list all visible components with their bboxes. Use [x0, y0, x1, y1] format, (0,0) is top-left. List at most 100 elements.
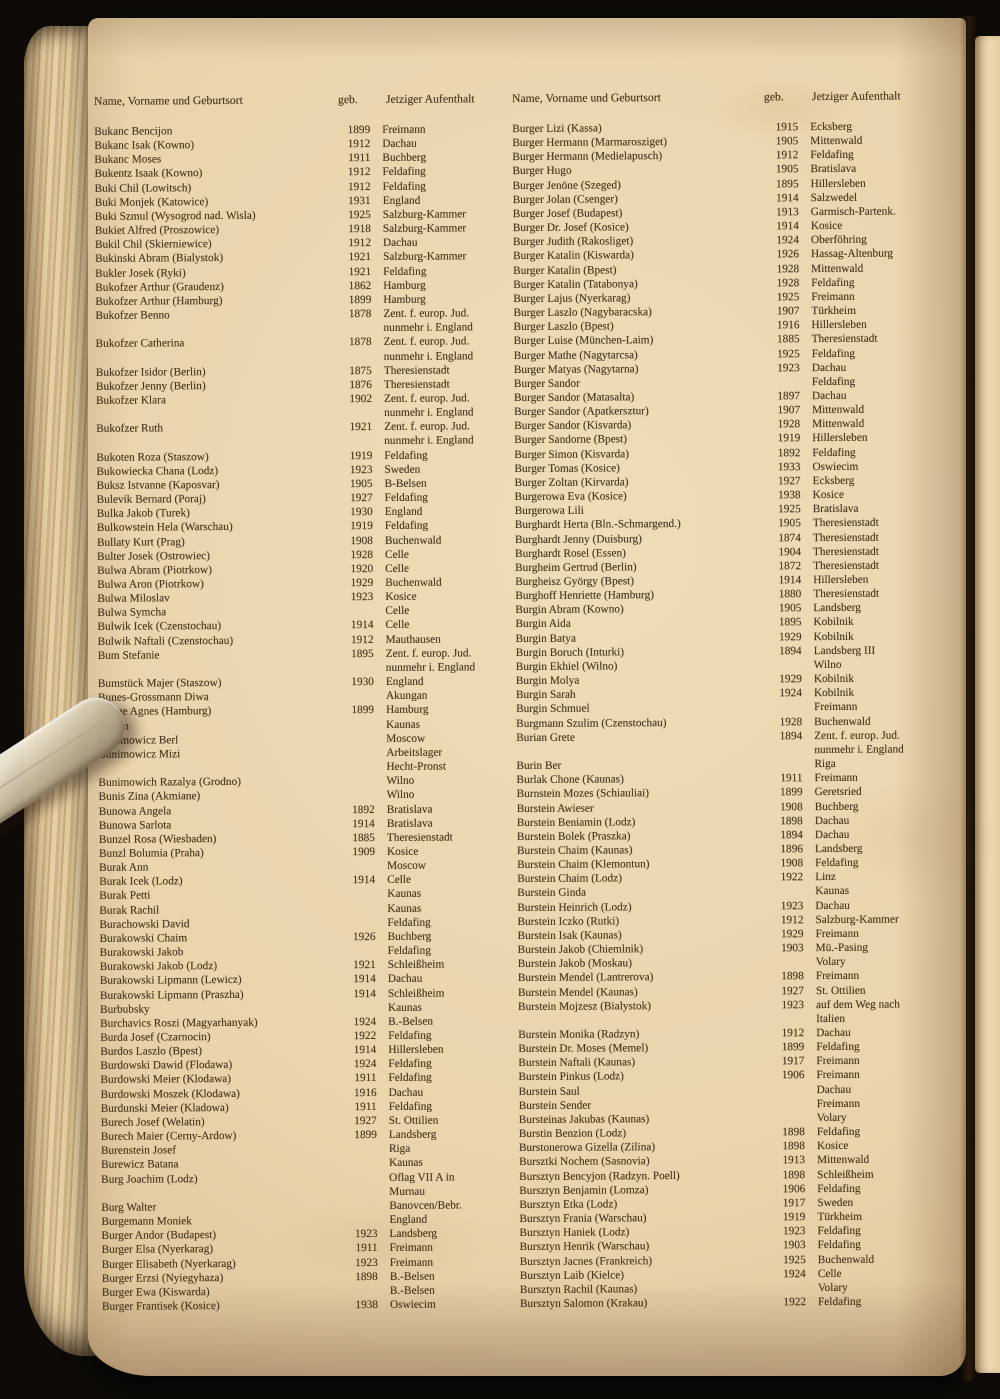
residence-cell: Dachau — [382, 236, 418, 250]
birthyear-cell: 1913 — [776, 206, 799, 219]
residence-cell: Feldafing — [816, 1040, 860, 1054]
birthyear-cell: 1914 — [352, 817, 375, 830]
birthyear-cell: 1914 — [352, 874, 376, 887]
birthyear-cell — [340, 774, 374, 788]
birthyear-cell: 1912 — [348, 237, 371, 250]
table-body: Bukanc Bencijon 1899 Freimann Bukanc Isak (… — [94, 119, 954, 1314]
residence-cell: Buchenwald — [814, 715, 871, 728]
residence-cell: B.-Belsen — [388, 1015, 434, 1028]
residence-cell: Kosice — [810, 219, 843, 233]
residence-cell: England — [384, 505, 423, 519]
birthyear-cell — [771, 1083, 805, 1097]
birthyear-cell: 1895 — [775, 177, 799, 190]
name-cell: Burger Frantisek (Kosice) — [101, 1299, 220, 1313]
residence-cell: Mittenwald — [812, 418, 865, 431]
name-cell — [96, 350, 338, 366]
residence-cell: Hassag-Altenburg — [811, 247, 894, 261]
residence-cell: Wilno — [813, 658, 842, 672]
residence-cell: Akungan — [385, 689, 428, 703]
name-cell: Bulwa Symcha — [97, 606, 167, 620]
birthyear-cell: 1927 — [350, 492, 373, 505]
birthyear-cell: 1898 — [355, 1270, 378, 1283]
birthyear-cell: 1915 — [775, 121, 799, 134]
birthyear-cell: 1929 — [779, 673, 802, 686]
birthyear-cell — [768, 658, 802, 672]
birthyear-cell: 1933 — [777, 460, 801, 474]
residence-cell: Zent. f. europ. Jud. — [383, 335, 470, 349]
residence-cell: Volary — [817, 1281, 848, 1294]
birthyear-cell — [342, 1001, 376, 1015]
book-gutter-shadow — [960, 16, 976, 1381]
birthyear-cell: 1894 — [779, 644, 802, 658]
name-cell — [98, 661, 340, 677]
name-cell: Bulter Josek (Ostrowiec) — [96, 549, 211, 563]
residence-cell: Theresienstadt — [813, 559, 880, 572]
birthyear-cell: 1914 — [350, 619, 374, 632]
birthyear-cell: 1908 — [780, 800, 803, 813]
residence-cell: Landsberg III — [813, 644, 876, 657]
birthyear-cell: 1925 — [783, 1253, 806, 1266]
name-cell — [96, 435, 338, 451]
name-cell: Bukofzer Jenny (Berlin) — [95, 379, 206, 393]
birthyear-cell: 1923 — [354, 1228, 378, 1241]
birthyear-cell: 1899 — [781, 1041, 805, 1054]
name-cell: Bulwik Icek (Czenstochau) — [97, 620, 222, 634]
birthyear-cell — [343, 1142, 377, 1156]
residence-cell: B.-Belsen — [389, 1270, 435, 1283]
birthyear-cell: 1907 — [776, 305, 800, 318]
name-cell: Bulwik Naftali (Czenstochau) — [97, 634, 234, 648]
residence-cell: Feldafing — [817, 1239, 861, 1252]
birthyear-cell — [771, 1097, 805, 1111]
name-cell — [101, 1185, 343, 1201]
birthyear-cell: 1899 — [779, 786, 803, 799]
birthyear-cell — [766, 375, 800, 389]
birthyear-cell: 1898 — [782, 1140, 805, 1153]
residence-cell: Schleißheim — [817, 1168, 874, 1181]
birthyear-cell — [770, 1012, 804, 1026]
name-cell: Burenstein Josef — [100, 1144, 177, 1158]
residence-cell: Dachau — [814, 828, 850, 841]
residence-cell: Kobilnik — [813, 630, 854, 643]
residence-cell: Theresienstadt — [813, 587, 880, 601]
birthyear-cell — [341, 859, 375, 873]
birthyear-cell: 1925 — [778, 503, 801, 516]
birthyear-cell: 1912 — [775, 149, 799, 162]
birthyear-cell: 1912 — [780, 913, 804, 927]
column-header-birthyear: geb. — [337, 93, 358, 107]
residence-cell: Garmisch-Partenk. — [810, 205, 896, 219]
birthyear-cell: 1928 — [350, 548, 374, 561]
birthyear-cell: 1928 — [777, 418, 801, 431]
name-cell: Bunge Agnes (Hamburg) — [98, 705, 212, 719]
birthyear-cell: 1898 — [782, 1126, 805, 1139]
birthyear-cell: 1911 — [780, 772, 803, 785]
birthyear-cell: 1898 — [781, 970, 804, 983]
residence-cell: Buchberg — [387, 930, 432, 943]
birthyear-cell: 1906 — [782, 1182, 806, 1196]
birthyear-cell — [340, 718, 374, 732]
birthyear-cell: 1917 — [782, 1197, 806, 1210]
birthyear-cell: 1929 — [778, 630, 802, 643]
birthyear-cell: 1911 — [354, 1100, 377, 1113]
residence-cell: Zent. f. europ. Jud. — [384, 420, 470, 434]
birthyear-cell: 1913 — [782, 1154, 806, 1167]
column-header-name: Name, Vorname und Geburtsort — [93, 93, 243, 108]
table-column-right: Burger Lizi (Kassa) 1915 Ecksberg Burger He… — [512, 119, 954, 1311]
birthyear-cell: 1875 — [349, 364, 372, 377]
table-column-left: Bukanc Bencijon 1899 Freimann Bukanc Isak (… — [94, 122, 520, 1314]
residence-cell: Feldafing — [811, 276, 855, 289]
residence-cell: Türkheim — [817, 1210, 863, 1224]
birthyear-cell — [340, 732, 374, 746]
residence-cell: Landsberg — [813, 602, 861, 615]
birthyear-cell: 1874 — [778, 531, 801, 544]
birthyear-cell: 1925 — [776, 291, 800, 304]
residence-cell: Theresienstadt — [812, 517, 879, 530]
birthyear-cell — [338, 406, 372, 420]
residence-cell: St. Ottilien — [388, 1114, 439, 1127]
residence-cell: nunmehr i. England — [384, 434, 474, 448]
birthyear-cell: 1912 — [347, 166, 371, 179]
residence-cell: England — [382, 194, 421, 207]
residence-cell: Kosice — [816, 1140, 849, 1153]
residence-cell: Buchenwald — [385, 576, 442, 589]
birthyear-cell — [344, 1284, 378, 1298]
residence-cell: Salzburg-Kammer — [383, 250, 467, 264]
